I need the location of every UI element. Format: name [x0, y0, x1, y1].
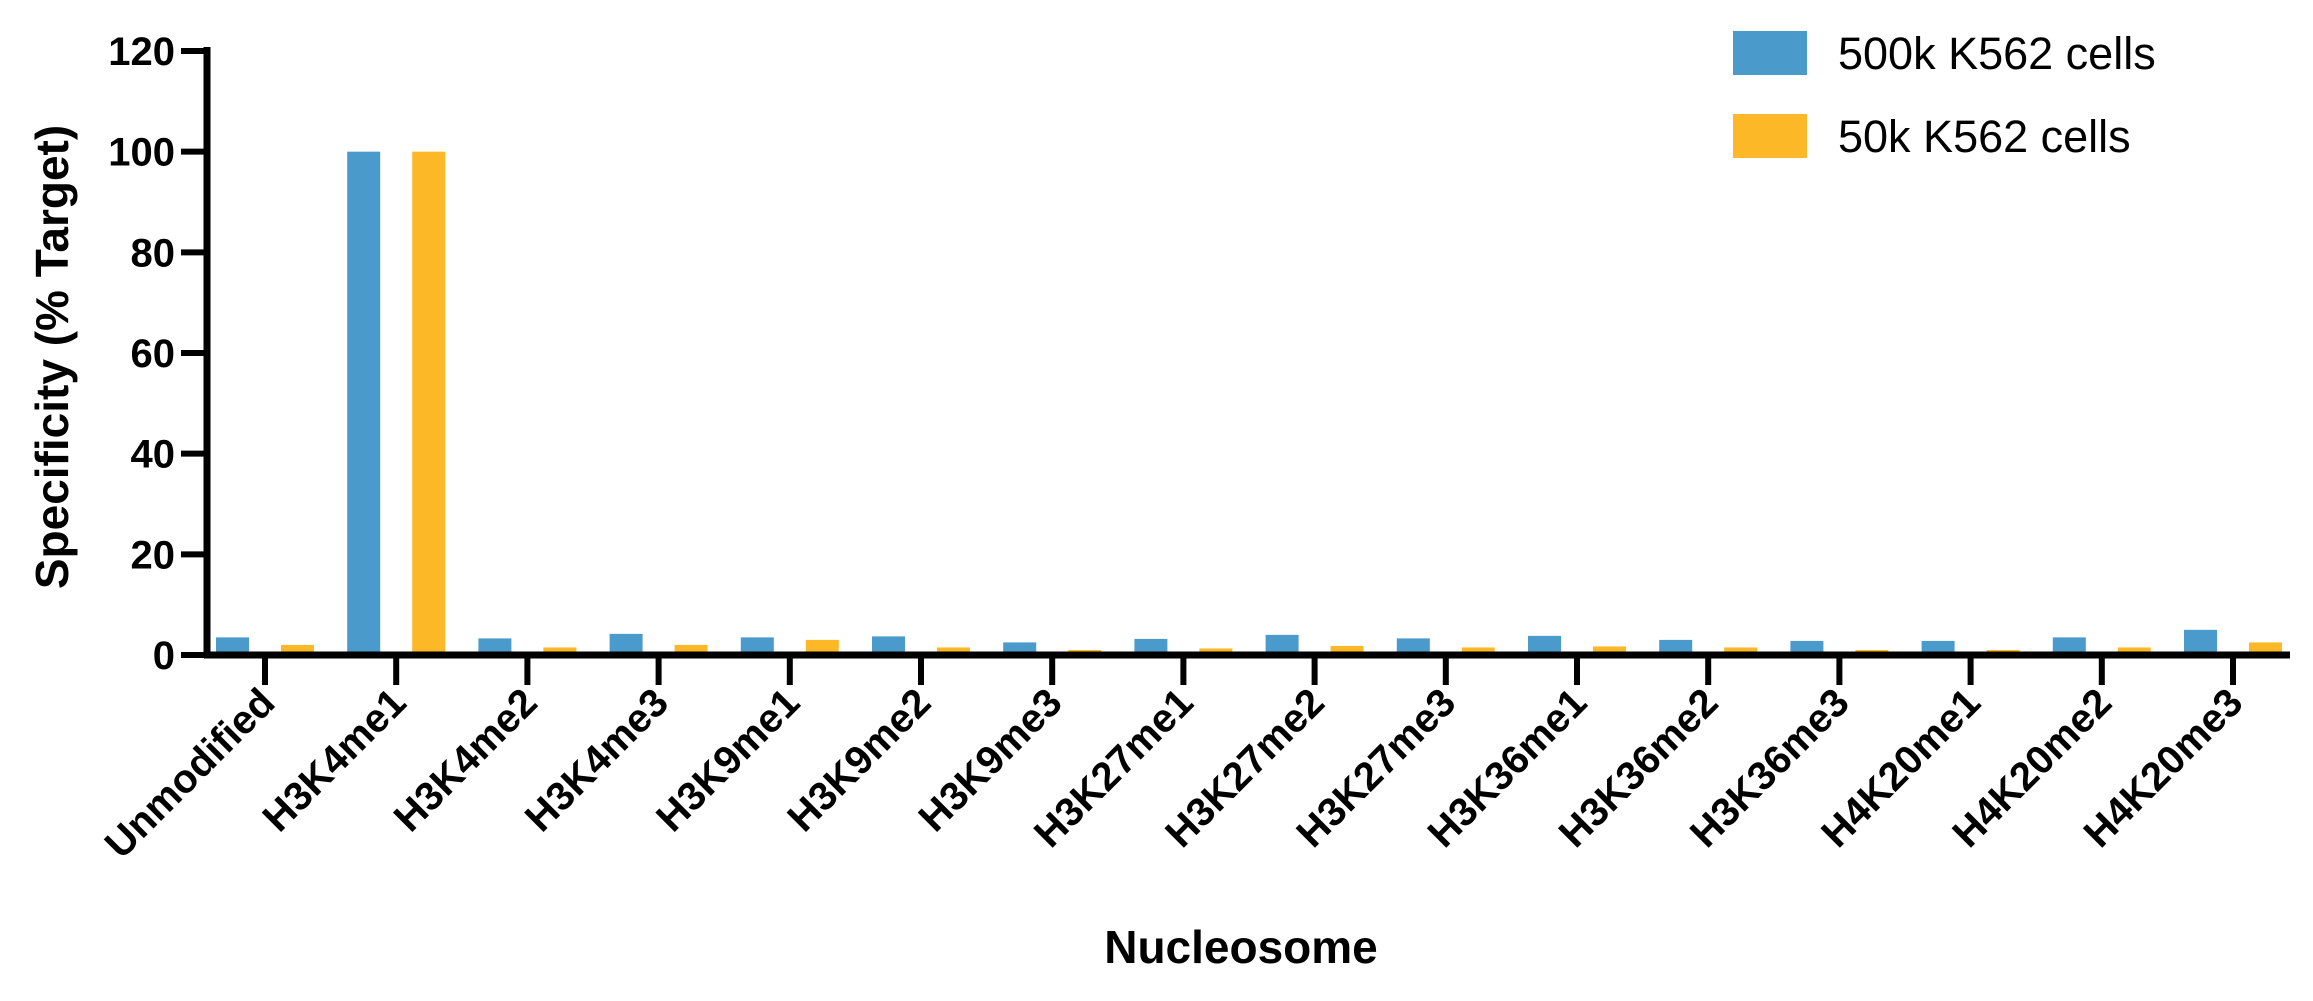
bar-series1-Unmodified	[216, 637, 249, 655]
bar-series1-H3K36me3	[1790, 640, 1824, 655]
x-axis-title: Nucleosome	[1104, 921, 1378, 973]
legend: 500k K562 cells 50k K562 cells	[1733, 28, 2156, 162]
y-axis-title: Specificity (% Target)	[26, 125, 78, 589]
legend-swatch-2	[1733, 114, 1807, 158]
legend-label-2: 50k K562 cells	[1838, 111, 2131, 162]
x-ticks-layer: UnmodifiedH3K4me1H3K4me2H3K4me3H3K9me1H3…	[97, 655, 2251, 867]
y-tick-label-20: 20	[131, 533, 176, 577]
bar-series1-H3K4me2	[478, 638, 512, 655]
bar-series2-H3K27me3	[1461, 647, 1495, 655]
x-tick-label-H3K4me3: H3K4me3	[517, 680, 677, 840]
bar-series1-H4K20me2	[2052, 637, 2086, 655]
bar-series2-H3K36me2	[1724, 647, 1758, 655]
y-tick-label-0: 0	[153, 634, 175, 678]
bar-series2-H3K27me2	[1330, 645, 1364, 655]
bar-series1-H3K27me1	[1134, 638, 1168, 655]
bar-series1-H3K9me1	[740, 637, 774, 655]
bar-series2-H3K4me3	[674, 644, 708, 655]
bar-series1-H3K9me2	[872, 636, 905, 655]
bar-series1-H3K36me2	[1659, 639, 1693, 655]
legend-label-1: 500k K562 cells	[1838, 28, 2156, 79]
bar-series2-H3K36me1	[1593, 646, 1626, 655]
y-ticks-layer: 0 20 40 60 80 100 120	[108, 30, 207, 678]
y-tick-label-60: 60	[131, 332, 176, 376]
bar-series1-H4K20me1	[1921, 640, 1955, 655]
bar-series1-H3K27me2	[1265, 634, 1299, 655]
x-tick-label-Unmodified: Unmodified	[97, 680, 284, 867]
y-tick-label-120: 120	[108, 30, 175, 74]
x-tick-label-H3K9me2: H3K9me2	[779, 680, 939, 840]
legend-swatch-1	[1733, 31, 1807, 75]
y-tick-label-100: 100	[108, 131, 175, 175]
x-tick-label-H3K4me1: H3K4me1	[255, 680, 415, 840]
bars-layer	[216, 151, 2282, 655]
x-tick-label-H3K4me2: H3K4me2	[386, 680, 546, 840]
bar-series1-H3K36me1	[1528, 635, 1561, 655]
bar-series2-H3K4me2	[543, 647, 577, 655]
bar-series1-H3K4me3	[609, 633, 643, 655]
bar-series2-Unmodified	[281, 644, 314, 655]
bar-series1-H3K4me1	[347, 151, 381, 655]
bar-series2-H4K20me2	[2117, 647, 2151, 655]
bar-series2-H3K9me2	[937, 647, 970, 655]
bar-series1-H4K20me3	[2184, 629, 2217, 655]
bar-series2-H3K4me1	[412, 151, 446, 655]
x-tick-label-H3K9me1: H3K9me1	[648, 680, 808, 840]
y-tick-label-80: 80	[131, 231, 176, 275]
y-tick-label-40: 40	[131, 433, 176, 477]
bar-series1-H3K27me3	[1396, 638, 1430, 655]
bar-series2-H3K9me1	[805, 639, 839, 655]
